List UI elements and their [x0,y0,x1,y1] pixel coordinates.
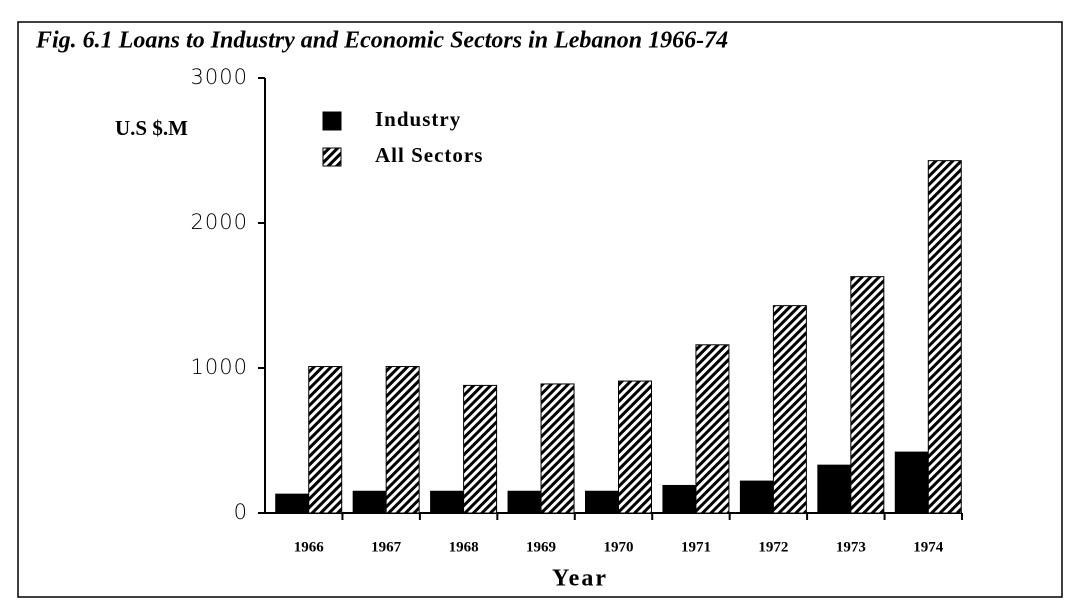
x-axis-label: Year [552,566,608,592]
bar [894,451,929,514]
legend-label: All Sectors [375,143,483,167]
y-tick-label: 1000 [191,355,248,379]
chart-title: Fig. 6.1 Loans to Industry and Economic … [35,28,728,54]
bar [308,366,343,514]
y-tick-label: 0 [234,500,248,524]
x-tick-label: 1967 [371,539,402,555]
frame [17,21,1063,598]
bar [695,344,730,514]
bar [850,276,885,514]
bar [772,305,807,514]
x-tick-label: 1969 [526,539,556,555]
legend-swatch [322,111,342,131]
bar [385,366,420,514]
bar [739,480,774,514]
y-tick-label: 2000 [191,210,248,234]
x-tick-label: 1970 [604,539,634,555]
x-tick-label: 1971 [681,539,711,555]
bar [662,484,697,514]
legend-swatch [322,147,342,167]
legend-label: Industry [375,107,461,131]
bar [275,493,310,514]
y-axis-label: U.S $.M [115,116,188,140]
x-tick-label: 1968 [449,539,479,555]
x-tick-label: 1973 [836,539,866,555]
bar [540,383,575,514]
bar [463,384,498,514]
bar [927,160,962,514]
y-tick-label: 3000 [191,65,248,89]
x-tick-label: 1974 [913,539,944,555]
bar [507,490,542,514]
bar [430,490,465,514]
bar [352,490,387,514]
bar [585,490,619,514]
bar [817,464,852,514]
x-tick-label: 1972 [758,539,788,555]
bar [618,380,652,514]
x-tick-label: 1966 [294,539,325,555]
